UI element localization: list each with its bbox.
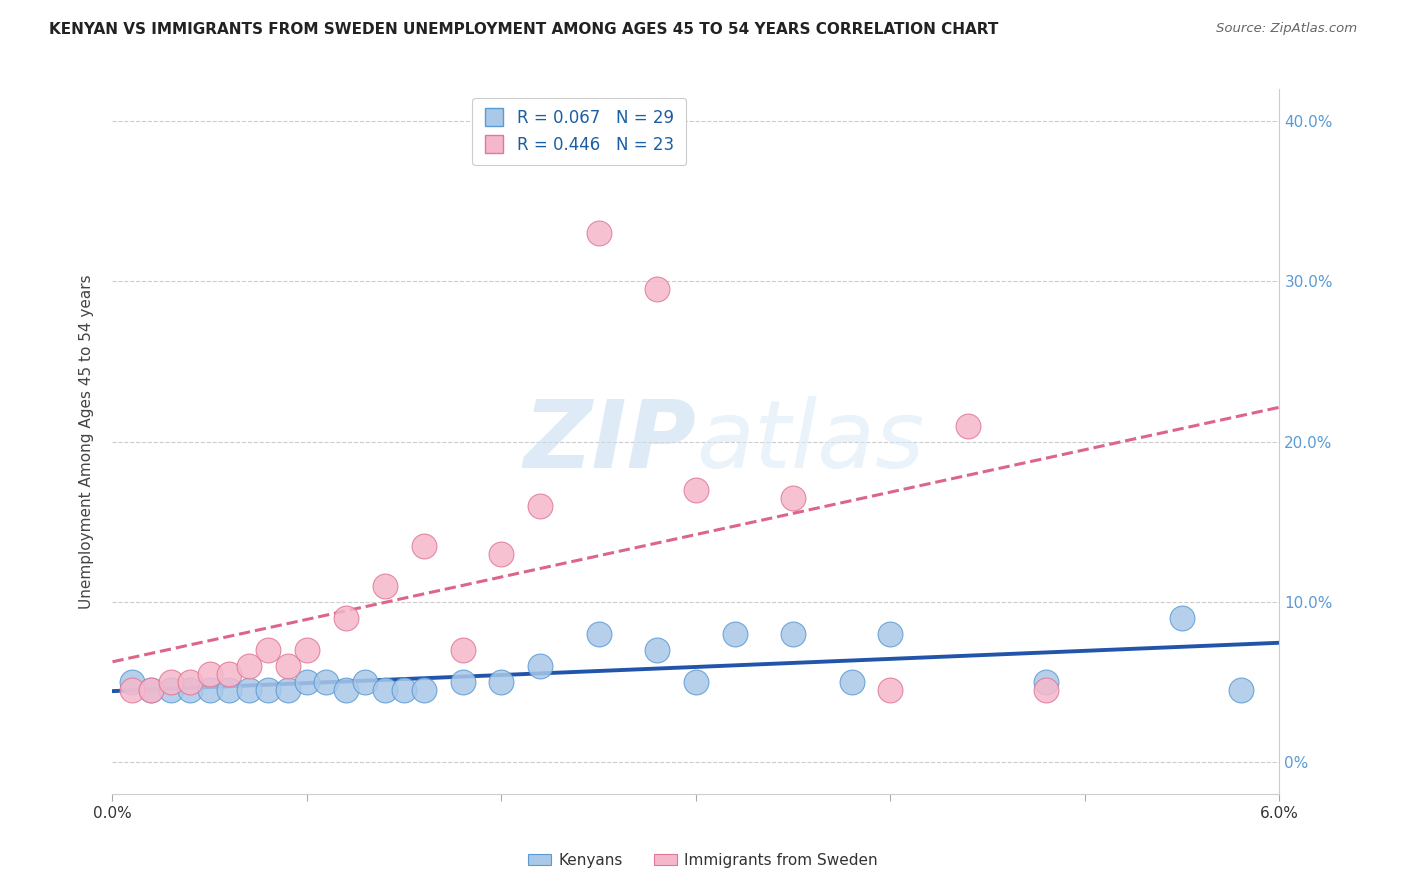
Point <box>276 682 298 697</box>
Point <box>394 682 416 697</box>
Point <box>315 674 337 689</box>
Point <box>588 227 610 241</box>
Point <box>491 674 513 689</box>
Text: Source: ZipAtlas.com: Source: ZipAtlas.com <box>1216 22 1357 36</box>
Point <box>374 682 396 697</box>
Point <box>1035 674 1057 689</box>
Point <box>588 626 610 640</box>
Point <box>257 682 280 697</box>
Point <box>374 579 396 593</box>
Point <box>218 666 240 681</box>
Text: atlas: atlas <box>696 396 924 487</box>
Point <box>179 674 201 689</box>
Point <box>1229 682 1251 697</box>
Point <box>412 539 434 553</box>
Point <box>141 682 163 697</box>
Point <box>335 682 357 697</box>
Point <box>121 682 143 697</box>
Point <box>238 682 260 697</box>
Point <box>1035 682 1057 697</box>
Point <box>645 642 668 657</box>
Point <box>179 682 201 697</box>
Point <box>141 682 163 697</box>
Point <box>160 674 183 689</box>
Legend: Kenyans, Immigrants from Sweden: Kenyans, Immigrants from Sweden <box>522 847 884 873</box>
Point <box>198 666 221 681</box>
Point <box>121 674 143 689</box>
Legend: R = 0.067   N = 29, R = 0.446   N = 23: R = 0.067 N = 29, R = 0.446 N = 23 <box>472 97 686 165</box>
Point <box>782 626 804 640</box>
Point <box>276 658 298 673</box>
Point <box>957 418 980 433</box>
Point <box>160 682 183 697</box>
Point <box>782 491 804 505</box>
Point <box>295 642 318 657</box>
Point <box>724 626 747 640</box>
Point <box>257 642 280 657</box>
Point <box>238 658 260 673</box>
Point <box>879 626 901 640</box>
Point <box>879 682 901 697</box>
Point <box>198 682 221 697</box>
Point <box>354 674 377 689</box>
Y-axis label: Unemployment Among Ages 45 to 54 years: Unemployment Among Ages 45 to 54 years <box>79 274 94 609</box>
Point <box>412 682 434 697</box>
Point <box>529 658 551 673</box>
Point <box>218 682 240 697</box>
Point <box>1171 610 1194 624</box>
Point <box>451 642 474 657</box>
Point <box>841 674 863 689</box>
Point <box>451 674 474 689</box>
Point <box>645 282 668 296</box>
Point <box>295 674 318 689</box>
Point <box>685 483 707 497</box>
Point <box>335 610 357 624</box>
Point <box>491 547 513 561</box>
Point <box>529 499 551 513</box>
Text: KENYAN VS IMMIGRANTS FROM SWEDEN UNEMPLOYMENT AMONG AGES 45 TO 54 YEARS CORRELAT: KENYAN VS IMMIGRANTS FROM SWEDEN UNEMPLO… <box>49 22 998 37</box>
Text: ZIP: ZIP <box>523 395 696 488</box>
Point <box>685 674 707 689</box>
